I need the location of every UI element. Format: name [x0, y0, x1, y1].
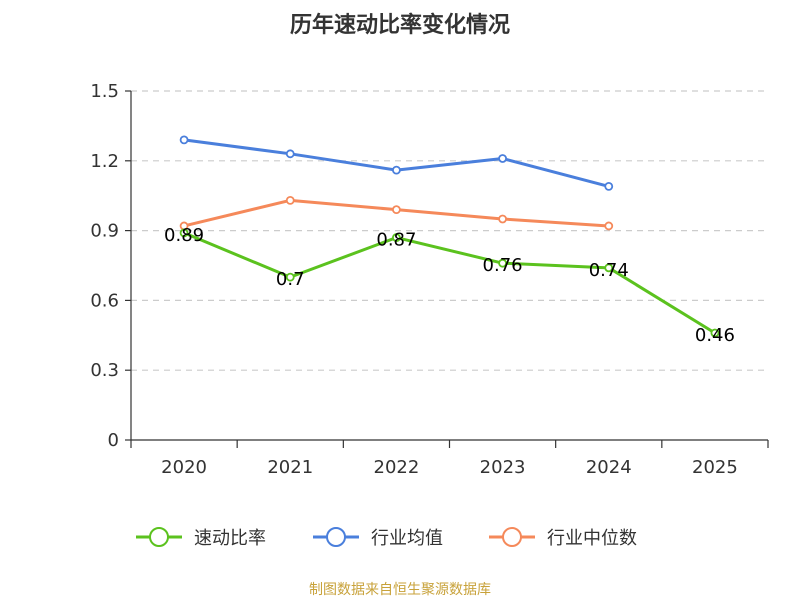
series-line-1	[183, 138, 610, 188]
axis-layer: 0 0.3 0.6 0.9 1.2 1.5 2020 2021 2022 2023 2024 2025	[90, 81, 769, 478]
legend-label: 速动比率	[194, 528, 266, 549]
data-point	[285, 149, 295, 159]
y-tick-label: 0	[108, 430, 119, 451]
chart-title: 历年速动比率变化情况	[290, 12, 510, 38]
data-point	[285, 272, 295, 282]
legend-item[interactable]: 速动比率	[136, 527, 266, 549]
legend-item[interactable]: 行业均值	[313, 527, 443, 549]
data-point	[604, 181, 614, 191]
data-label: 0.87	[376, 230, 416, 251]
data-point	[604, 221, 614, 231]
x-tick-label: 2022	[374, 457, 420, 478]
x-tick-label: 2021	[267, 457, 313, 478]
legend: 速动比率 行业均值 行业中位数	[136, 527, 637, 549]
x-tick-label: 2023	[480, 457, 526, 478]
legend-marker-icon	[326, 527, 346, 547]
data-label: 0.74	[589, 260, 629, 281]
y-tick-label: 0.3	[90, 360, 119, 381]
legend-item[interactable]: 行业中位数	[489, 527, 637, 549]
y-tick-label: 1.5	[90, 81, 119, 102]
data-label: 0.7	[276, 269, 305, 290]
series-layer	[179, 135, 720, 338]
y-tick-label: 0.9	[90, 221, 119, 242]
data-label: 0.76	[483, 255, 523, 276]
legend-marker-icon	[149, 527, 169, 547]
source-note: 制图数据来自恒生聚源数据库	[309, 582, 491, 598]
data-point	[498, 214, 507, 224]
data-point	[604, 263, 614, 273]
data-point	[392, 165, 401, 175]
grid-layer	[131, 90, 768, 371]
data-point	[392, 205, 401, 215]
legend-marker-icon	[502, 527, 522, 547]
data-point	[498, 258, 507, 268]
data-point	[710, 328, 720, 338]
x-tick-label: 2020	[161, 457, 207, 478]
data-point	[179, 228, 189, 238]
y-tick-label: 0.6	[90, 290, 119, 311]
x-tick-label: 2025	[692, 457, 738, 478]
data-label: 0.89	[164, 225, 204, 246]
legend-label: 行业中位数	[547, 528, 637, 549]
data-point	[392, 233, 401, 242]
legend-label: 行业均值	[371, 528, 443, 549]
x-tick-label: 2024	[586, 457, 632, 478]
data-label-layer: 0.89 0.7 0.87 0.76 0.74 0.46	[164, 225, 735, 346]
data-point	[285, 195, 295, 205]
y-tick-label: 1.2	[90, 151, 119, 172]
data-point	[179, 135, 189, 145]
data-point	[498, 154, 507, 163]
series-line-0	[183, 231, 716, 335]
data-label: 0.46	[695, 325, 735, 346]
